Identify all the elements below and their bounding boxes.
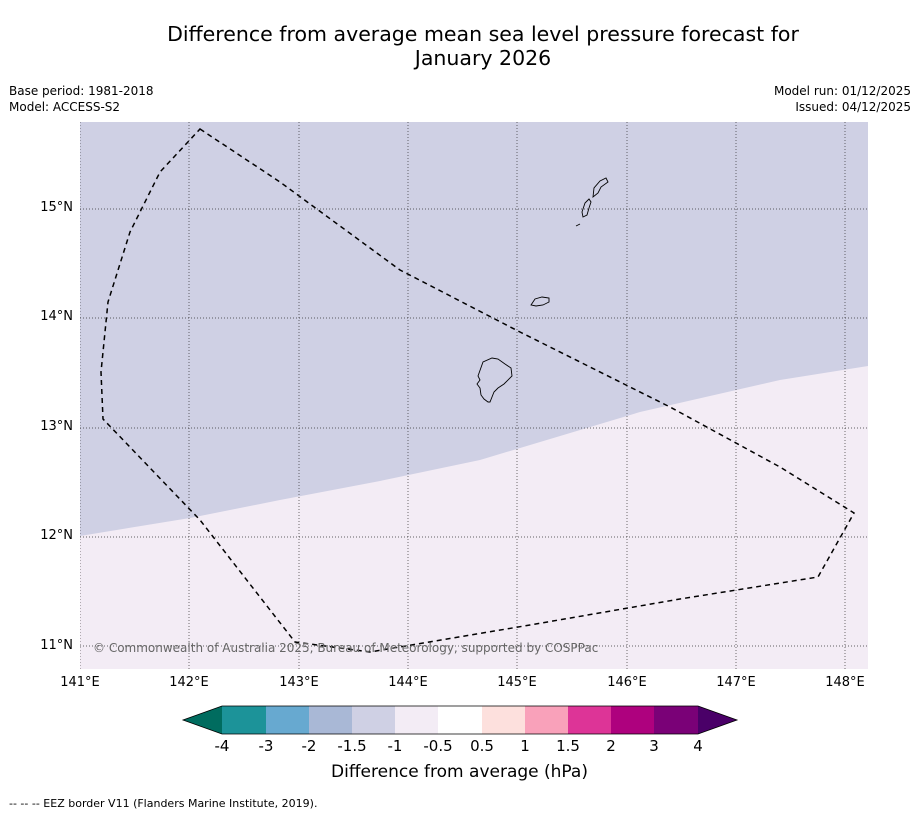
title-line-1: Difference from average mean sea level p… [167, 22, 799, 46]
issued-date: Issued: 04/12/2025 [795, 100, 911, 114]
meta-right: Model run: 01/12/2025 Issued: 04/12/2025 [774, 83, 911, 115]
lat-label-15n: 15°N [40, 200, 73, 215]
lat-label-14n: 14°N [40, 309, 73, 324]
colorbar-label: Difference from average (hPa) [331, 762, 588, 782]
cb-tick-label: 2 [606, 737, 616, 755]
cb-tick-label: -2 [301, 737, 317, 755]
model-name: Model: ACCESS-S2 [9, 100, 121, 114]
lon-label-143e: 143°E [279, 675, 319, 690]
cb-tick-label: -3 [258, 737, 274, 755]
island-guam [476, 357, 513, 403]
lon-label-145e: 145°E [497, 675, 537, 690]
islands [476, 177, 609, 403]
cb-tick-label: 4 [693, 737, 703, 755]
colorbar [181, 705, 739, 735]
cb-tick-label: 3 [649, 737, 659, 755]
eez-footnote: -- -- -- EEZ border V11 (Flanders Marine… [9, 797, 318, 810]
lon-label-142e: 142°E [169, 675, 209, 690]
cb-swatch-1 [222, 706, 266, 734]
title-line-2: January 2026 [414, 46, 552, 70]
lon-label-141e: 141°E [60, 675, 100, 690]
island-saipan [592, 177, 609, 199]
cb-swatch-11 [654, 706, 698, 734]
base-period: Base period: 1981-2018 [9, 84, 154, 98]
cb-swatch-9 [568, 706, 611, 734]
cb-swatch-4 [352, 706, 395, 734]
island-tinian [581, 198, 592, 218]
cb-swatch-5 [395, 706, 438, 734]
cb-swatch-12 [698, 706, 737, 734]
cb-tick-label: 0.5 [470, 737, 494, 755]
lat-label-13n: 13°N [40, 419, 73, 434]
map-panel [80, 122, 868, 669]
model-run: Model run: 01/12/2025 [773, 84, 911, 98]
cb-swatch-8 [525, 706, 568, 734]
chart-title: Difference from average mean sea level p… [0, 22, 919, 70]
lon-label-146e: 146°E [607, 675, 647, 690]
cb-swatch-3 [309, 706, 352, 734]
cb-swatch-6 [438, 706, 482, 734]
region-minus-1-5-to-minus-1 [80, 122, 868, 536]
meta-left: Base period: 1981-2018 Model: ACCESS-S2 [9, 83, 154, 115]
cb-tick-label: -1.5 [337, 737, 367, 755]
island-aguijan [575, 223, 581, 227]
cb-swatch-0 [183, 706, 222, 734]
cb-tick-label: -4 [214, 737, 230, 755]
cb-swatch-7 [482, 706, 525, 734]
map-canvas [80, 122, 868, 669]
cb-outline [181, 705, 739, 735]
island-rota [530, 296, 550, 307]
eez-border [100, 128, 856, 653]
lon-label-144e: 144°E [388, 675, 428, 690]
cb-tick-label: 1.5 [556, 737, 580, 755]
cb-tick-label: 1 [520, 737, 530, 755]
cb-swatch-2 [266, 706, 309, 734]
copyright-notice: © Commonwealth of Australia 2025, Bureau… [93, 641, 599, 655]
lat-label-12n: 12°N [40, 528, 73, 543]
lat-label-11n: 11°N [40, 638, 73, 653]
cb-swatch-10 [611, 706, 654, 734]
lon-label-147e: 147°E [716, 675, 756, 690]
cb-tick-label: -0.5 [423, 737, 453, 755]
gridlines [80, 122, 868, 669]
lon-label-148e: 148°E [825, 675, 865, 690]
cb-tick-label: -1 [387, 737, 403, 755]
